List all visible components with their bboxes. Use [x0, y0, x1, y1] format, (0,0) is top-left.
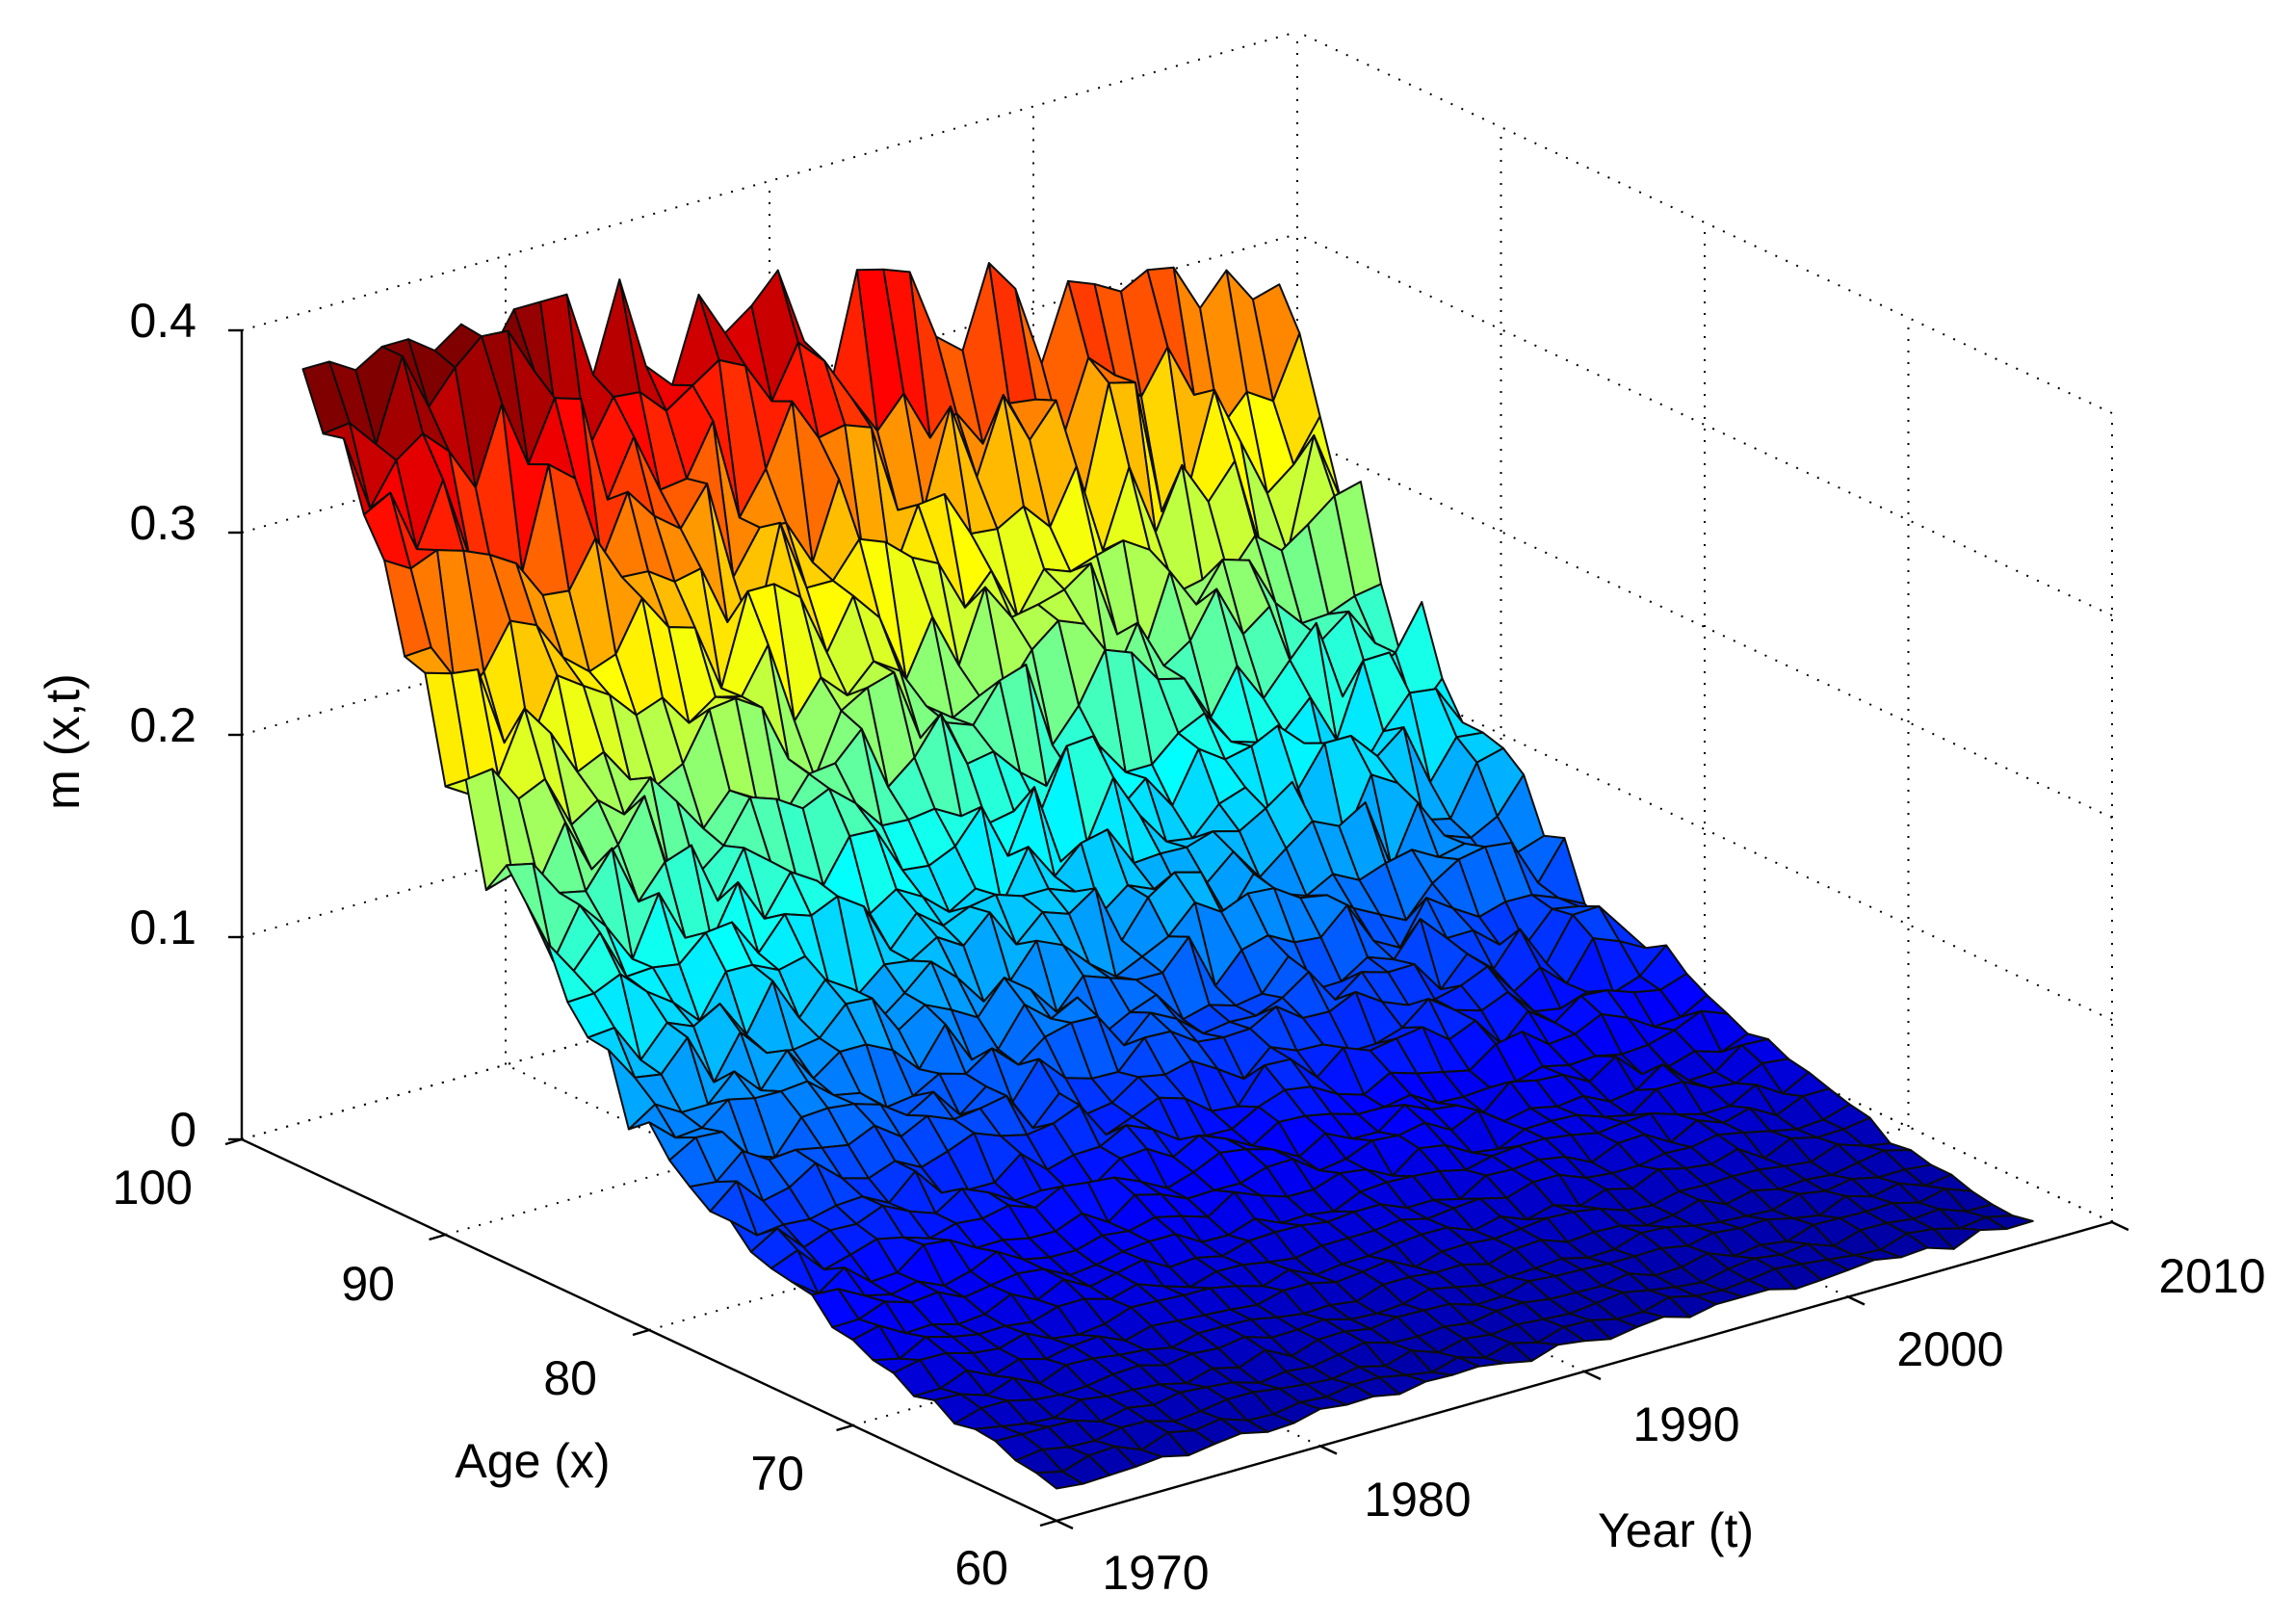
year-tick-1970: [1056, 1519, 1074, 1530]
year-tick-2010: [2111, 1220, 2129, 1232]
age-tick-100: [224, 1137, 243, 1146]
year-tick-label-2010: 2010: [2158, 1249, 2265, 1303]
year-tick-label-2000: 2000: [1896, 1322, 2003, 1376]
z-tick-label-3: 0.3: [129, 496, 196, 550]
z-tick-label-0: 0: [170, 1103, 196, 1157]
z-axis-label: m (x,t): [36, 673, 90, 810]
year-tick-label-1990: 1990: [1632, 1397, 1739, 1451]
year-tick-2000: [1847, 1295, 1866, 1306]
age-tick-label-60: 60: [954, 1541, 1008, 1595]
age-tick-70: [836, 1423, 853, 1432]
age-axis-label: Age (x): [455, 1434, 610, 1488]
grid-line: [1296, 31, 2113, 414]
year-tick-1990: [1583, 1370, 1602, 1381]
age-tick-80: [632, 1328, 650, 1337]
year-axis-label: Year (t): [1598, 1503, 1754, 1557]
age-tick-60: [1039, 1519, 1057, 1528]
year-tick-label-1980: 1980: [1364, 1473, 1471, 1527]
age-tick-label-100: 100: [113, 1161, 193, 1214]
mortality-surface: [301, 262, 2034, 1490]
year-tick-1980: [1319, 1445, 1338, 1455]
grid-line: [241, 31, 1298, 331]
z-tick-label-2: 0.2: [129, 698, 196, 752]
age-tick-90: [429, 1233, 446, 1241]
age-tick-label-90: 90: [341, 1257, 395, 1311]
year-tick-label-1970: 1970: [1102, 1546, 1209, 1600]
axes: [224, 328, 2129, 1530]
age-tick-label-80: 80: [543, 1351, 597, 1405]
grid-line: [241, 233, 1298, 534]
surface-cell: [1034, 1471, 1084, 1490]
z-tick-label-1: 0.1: [129, 901, 196, 954]
z-tick-label-4: 0.4: [129, 294, 196, 348]
age-tick-label-70: 70: [750, 1447, 804, 1501]
